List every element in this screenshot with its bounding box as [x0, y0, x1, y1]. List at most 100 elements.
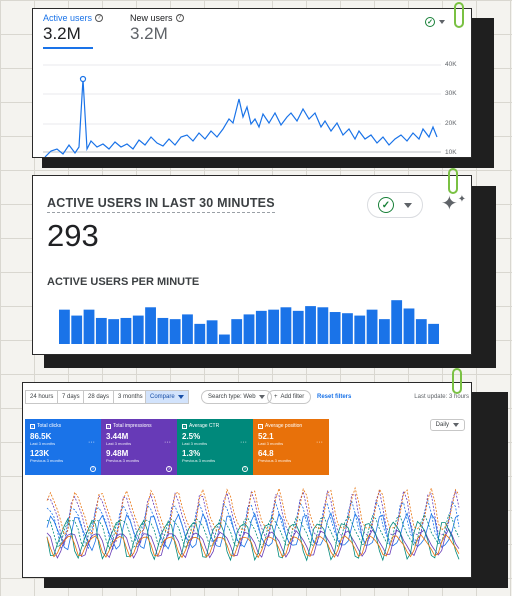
bar: [120, 317, 132, 344]
chevron-down-icon: [453, 423, 459, 427]
metric-previous-period: Previous 3 months: [106, 458, 140, 463]
metric-previous-value: 9.48M: [106, 449, 129, 458]
metric-previous-period: Previous 3 months: [182, 458, 216, 463]
more-icon: ···: [88, 439, 95, 446]
search-type-label: Search type: Web: [208, 394, 256, 400]
sparkle-icon[interactable]: ✦✦: [441, 193, 467, 215]
metric-new-users[interactable]: New users? 3.2M: [130, 13, 184, 44]
metric-label: Active users: [43, 13, 93, 23]
active-users-chart-card: Active users? 3.2M New users? 3.2M ✓ 40K…: [32, 8, 472, 158]
bar: [255, 310, 267, 344]
y-axis-label: 10K: [445, 149, 457, 156]
metric-previous-period: Previous 3 months: [258, 458, 292, 463]
metric-value: 2.5%: [182, 432, 201, 441]
bar: [157, 317, 169, 344]
more-icon: ···: [164, 439, 171, 446]
metric-previous-period: Previous 3 months: [30, 458, 64, 463]
metric-title: Total clicks: [37, 423, 62, 429]
chevron-down-icon: [177, 395, 184, 399]
metric-previous-value: 1.3%: [182, 449, 201, 458]
help-icon: ?: [95, 14, 104, 22]
bar: [292, 310, 304, 344]
metric-period: Last 3 months: [182, 441, 208, 446]
more-icon: ···: [240, 439, 247, 446]
bar: [354, 315, 366, 344]
metric-value: 86.5K: [30, 432, 52, 441]
range-28-days[interactable]: 28 days: [83, 390, 115, 404]
bar: [182, 314, 193, 344]
series-line: [46, 533, 460, 559]
per-minute-subtitle: ACTIVE USERS PER MINUTE: [47, 276, 200, 288]
metric-card-total-clicks[interactable]: ✓ Total clicks 86.5K Last 3 months 123K P…: [25, 419, 101, 475]
metric-value: 3.44M: [106, 432, 129, 441]
add-filter-button[interactable]: + Add filter: [267, 390, 312, 404]
check-icon: ✓: [425, 17, 435, 27]
series-line: [46, 528, 460, 559]
metric-card-total-impressions[interactable]: ✓ Total impressions 3.44M Last 3 months 9…: [101, 419, 177, 475]
per-minute-bar-chart: [59, 300, 439, 344]
bar: [95, 317, 107, 344]
help-icon: ?: [242, 466, 248, 472]
series-line: [46, 489, 460, 546]
metric-previous-value: 123K: [30, 449, 50, 458]
metric-value: 52.1: [258, 432, 274, 441]
bar: [391, 300, 403, 344]
bar: [378, 319, 390, 344]
metric-title: Total impressions: [113, 423, 152, 429]
comparison-dropdown[interactable]: ✓: [425, 17, 445, 27]
bar: [108, 319, 120, 344]
metric-card-average-ctr[interactable]: ✓ Average CTR 2.5% Last 3 months 1.3% Pre…: [177, 419, 253, 475]
metric-period: Last 3 months: [106, 441, 132, 446]
bar: [71, 315, 83, 344]
bar: [132, 315, 144, 344]
bar: [169, 319, 181, 344]
compare-label: Compare: [150, 394, 175, 400]
check-icon: ✓: [378, 197, 394, 213]
bar: [329, 312, 341, 344]
metric-previous-value: 64.8: [258, 449, 274, 458]
plus-icon: +: [274, 394, 278, 400]
metric-card-average-position[interactable]: ✓ Average position 52.1 Last 3 months 64.…: [253, 419, 329, 475]
paper-clip-icon: [452, 368, 462, 394]
search-type-filter[interactable]: Search type: Web: [201, 390, 272, 404]
reset-filters-link[interactable]: Reset filters: [317, 394, 352, 400]
bar: [366, 309, 378, 344]
series-line: [46, 511, 460, 552]
bar: [145, 307, 156, 344]
y-axis-label: 40K: [445, 61, 457, 68]
checkbox-checked-icon: ✓: [182, 423, 187, 429]
bar: [342, 313, 353, 344]
last-update-text: Last update: 3 hours: [414, 394, 469, 400]
y-axis-label: 20K: [445, 120, 457, 127]
bar: [243, 314, 255, 344]
checkbox-checked-icon: ✓: [258, 423, 263, 429]
performance-line-chart: [46, 486, 460, 562]
comparison-dropdown[interactable]: ✓: [367, 192, 423, 218]
range-7-days[interactable]: 7 days: [57, 390, 85, 404]
metric-period: Last 3 months: [30, 441, 56, 446]
y-axis-label: 30K: [445, 90, 457, 97]
series-line: [46, 513, 460, 550]
help-icon: ?: [175, 14, 184, 22]
range-24-hours[interactable]: 24 hours: [25, 390, 59, 404]
paper-clip-icon: [454, 2, 464, 28]
bar: [194, 323, 206, 344]
granularity-label: Daily: [435, 422, 449, 428]
metric-active-users[interactable]: Active users? 3.2M: [43, 13, 104, 49]
bar: [415, 319, 427, 344]
granularity-dropdown[interactable]: Daily: [429, 419, 465, 431]
series-line: [46, 517, 460, 562]
search-performance-card: 24 hours 7 days 28 days 3 months Compare…: [22, 382, 472, 578]
range-3-months[interactable]: 3 months: [113, 390, 148, 404]
help-icon: ?: [166, 466, 172, 472]
checkbox-checked-icon: ✓: [106, 423, 111, 429]
bar: [317, 307, 329, 344]
chevron-down-icon: [439, 20, 445, 24]
compare-button[interactable]: Compare: [145, 390, 189, 404]
add-filter-label: Add filter: [280, 394, 305, 400]
series-line: [46, 486, 460, 537]
bar: [59, 309, 70, 344]
active-tab-indicator: [43, 47, 93, 49]
metric-value: 3.2M: [130, 24, 168, 43]
bar: [428, 323, 439, 344]
